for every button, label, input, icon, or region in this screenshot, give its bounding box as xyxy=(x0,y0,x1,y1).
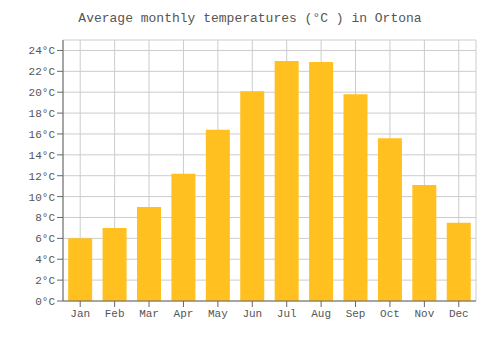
svg-text:Feb: Feb xyxy=(105,308,125,320)
svg-text:Sep: Sep xyxy=(346,308,366,320)
svg-text:12°C: 12°C xyxy=(29,171,56,183)
svg-text:14°C: 14°C xyxy=(29,150,56,162)
svg-text:0°C: 0°C xyxy=(35,296,55,308)
svg-text:May: May xyxy=(208,308,228,320)
svg-text:16°C: 16°C xyxy=(29,129,56,141)
svg-text:Mar: Mar xyxy=(139,308,159,320)
svg-text:22°C: 22°C xyxy=(29,66,56,78)
svg-text:Dec: Dec xyxy=(449,308,469,320)
svg-text:Oct: Oct xyxy=(380,308,400,320)
svg-text:2°C: 2°C xyxy=(35,275,55,287)
svg-text:Jun: Jun xyxy=(242,308,262,320)
svg-text:Nov: Nov xyxy=(414,308,434,320)
svg-text:Apr: Apr xyxy=(174,308,194,320)
svg-text:Jan: Jan xyxy=(70,308,90,320)
svg-text:10°C: 10°C xyxy=(29,192,56,204)
svg-text:8°C: 8°C xyxy=(35,212,55,224)
svg-text:Jul: Jul xyxy=(277,308,297,320)
svg-text:24°C: 24°C xyxy=(29,45,56,57)
svg-text:4°C: 4°C xyxy=(35,254,55,266)
svg-text:6°C: 6°C xyxy=(35,233,55,245)
html-text:Average monthly temperatures (: Average monthly temperatures (°C ) in Or… xyxy=(78,11,422,26)
svg-text:Aug: Aug xyxy=(311,308,331,320)
svg-text:20°C: 20°C xyxy=(29,87,56,99)
svg-text:18°C: 18°C xyxy=(29,108,56,120)
